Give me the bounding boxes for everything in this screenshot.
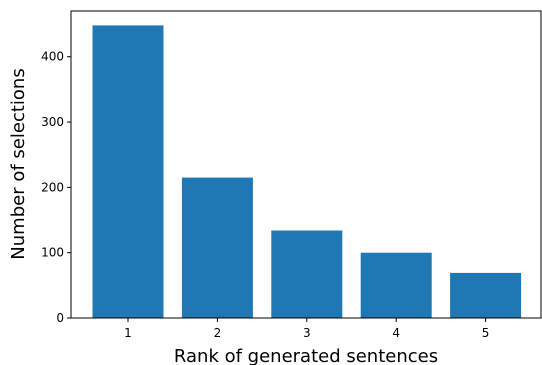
x-tick-label: 1 — [124, 326, 132, 340]
x-tick-label: 4 — [392, 326, 400, 340]
y-tick-label: 400 — [41, 50, 64, 64]
y-axis-label: Number of selections — [8, 68, 29, 259]
x-axis-label: Rank of generated sentences — [174, 346, 438, 365]
x-axis-ticks: 1 2 3 4 5 — [124, 318, 489, 340]
y-axis-ticks: 0 100 200 300 400 — [41, 50, 71, 325]
x-tick-label: 3 — [303, 326, 311, 340]
x-tick-label: 2 — [214, 326, 222, 340]
y-tick-label: 0 — [56, 311, 64, 325]
bar-rank-5 — [450, 272, 522, 318]
y-tick-label: 300 — [41, 115, 64, 129]
bar-rank-4 — [360, 252, 432, 318]
bar-rank-2 — [181, 177, 253, 318]
y-tick-label: 100 — [41, 246, 64, 260]
plot-frame — [70, 10, 542, 319]
bar-rank-1 — [92, 25, 164, 319]
bar-rank-3 — [271, 230, 343, 318]
x-tick-label: 5 — [482, 326, 490, 340]
bars-group — [92, 25, 522, 319]
y-tick-label: 200 — [41, 180, 64, 194]
